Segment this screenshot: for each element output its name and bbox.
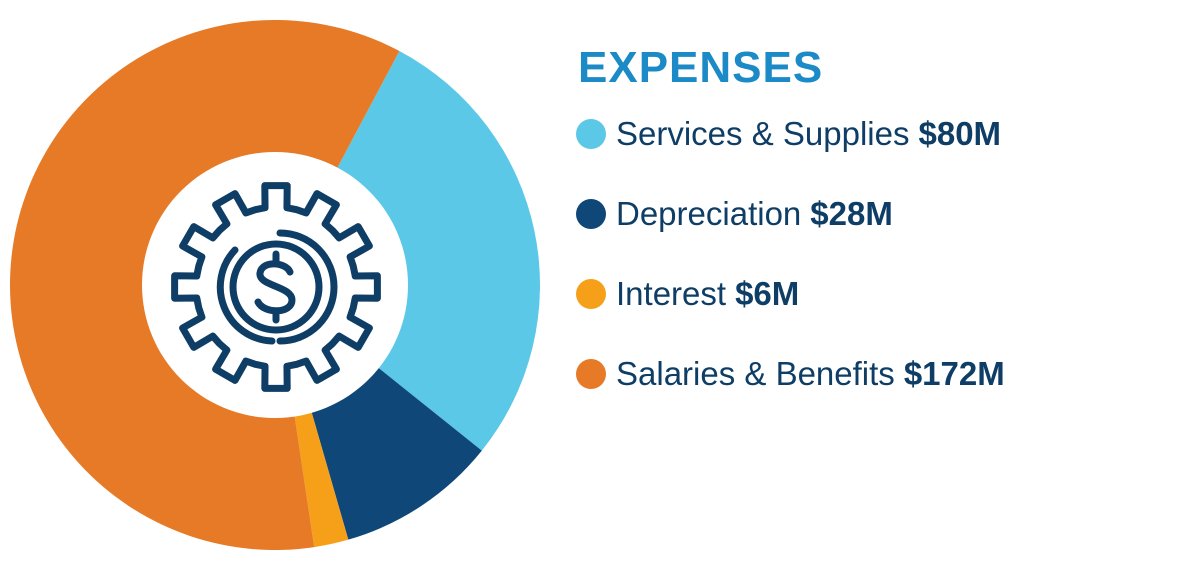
legend-dot-services-supplies [576, 119, 606, 149]
gear-dollar-icon [171, 182, 381, 392]
legend-label: Depreciation [616, 195, 802, 232]
pie-slice-services-supplies [275, 51, 540, 451]
legend-dot-salaries-benefits [576, 359, 606, 389]
legend-item-services-supplies: Services & Supplies $80M [576, 94, 1176, 174]
legend-value: $80M [918, 115, 1002, 152]
legend-label: Salaries & Benefits [616, 355, 895, 392]
legend-dot-depreciation [576, 199, 606, 229]
gear-outline [171, 182, 381, 392]
legend-value: $172M [903, 355, 1005, 392]
legend-item-depreciation: Depreciation $28M [576, 174, 1176, 254]
chart-legend: EXPENSES Services & Supplies $80M Deprec… [576, 40, 1176, 414]
legend-item-interest: Interest $6M [576, 254, 1176, 334]
legend-value: $6M [735, 275, 800, 312]
legend-value: $28M [810, 195, 893, 232]
legend-label: Services & Supplies [616, 115, 910, 152]
coin-arc-left [216, 246, 276, 345]
expenses-donut-chart [10, 20, 540, 550]
chart-title: EXPENSES [578, 43, 824, 92]
legend-dot-interest [576, 279, 606, 309]
coin-arc-right [276, 229, 338, 345]
legend-list: Services & Supplies $80M Depreciation $2… [576, 94, 1176, 414]
coin-circle [229, 240, 323, 334]
legend-item-salaries-benefits: Salaries & Benefits $172M [576, 334, 1176, 414]
legend-label: Interest [616, 275, 727, 312]
